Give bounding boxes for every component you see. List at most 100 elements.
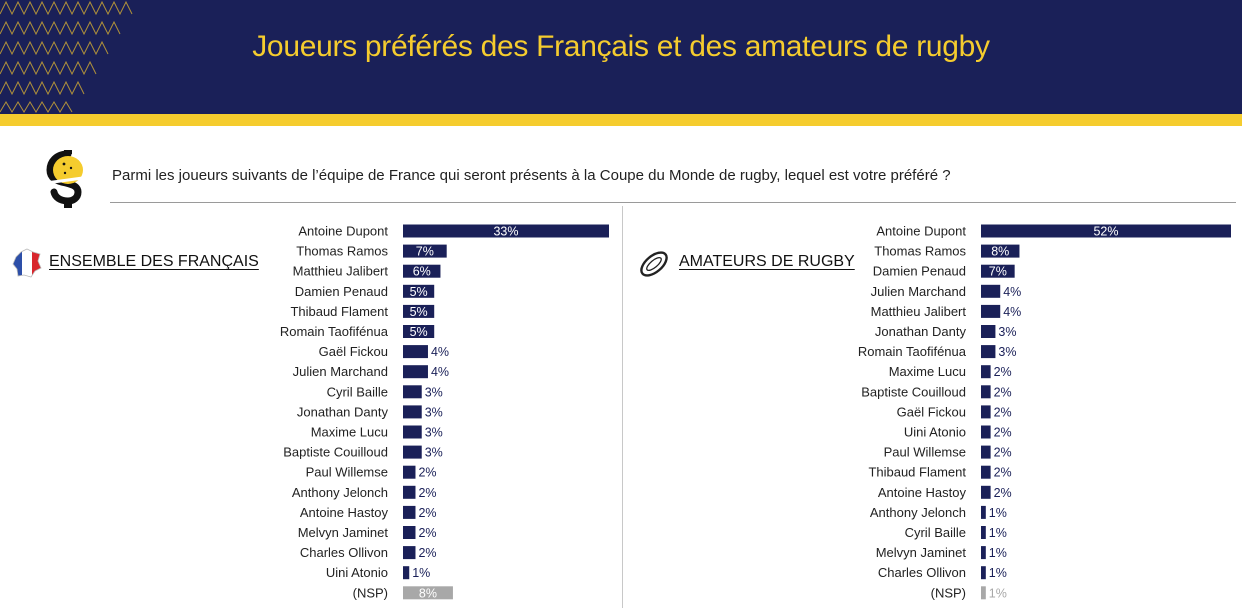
chevron-pattern-decoration: [0, 0, 133, 113]
ensemble-value-label: 2%: [418, 506, 436, 520]
ensemble-value-label: 3%: [425, 405, 443, 419]
ensemble-category-label: Antoine Dupont: [298, 224, 388, 239]
amateurs-category-label: Melvyn Jaminet: [876, 545, 967, 560]
amateurs-bar: [981, 405, 991, 419]
amateurs-bar: [981, 425, 991, 439]
amateurs-value-label: 2%: [994, 405, 1012, 419]
ensemble-category-label: Jonathan Danty: [297, 404, 389, 419]
amateurs-value-label: 4%: [1003, 285, 1021, 299]
rugby-ball-icon: [640, 251, 668, 277]
ensemble-category-label: Gaël Fickou: [319, 344, 388, 359]
ensemble-bar: [403, 365, 428, 379]
ensemble-value-label: 2%: [418, 526, 436, 540]
amateurs-bar: [981, 465, 991, 479]
ensemble-value-label: 5%: [410, 305, 428, 319]
amateurs-value-label: 2%: [994, 365, 1012, 379]
amateurs-value-label: 1%: [989, 586, 1007, 600]
ensemble-category-label: Damien Penaud: [295, 284, 388, 299]
ensemble-bar: [403, 465, 416, 479]
ensemble-category-label: Thibaud Flament: [290, 304, 388, 319]
amateurs-value-label: 2%: [994, 466, 1012, 480]
ensemble-category-label: Antoine Hastoy: [300, 505, 389, 520]
amateurs-bar: [981, 304, 1001, 318]
panel-label-ensemble: ENSEMBLE DES FRANÇAIS: [49, 253, 259, 270]
amateurs-bar: [981, 264, 1015, 278]
ensemble-bar: [403, 485, 416, 499]
amateurs-bar: [981, 526, 986, 539]
amateurs-bar: [981, 485, 991, 499]
amateurs-value-label: 1%: [989, 526, 1007, 540]
amateurs-category-label: Thomas Ramos: [874, 244, 966, 259]
panel-divider: [622, 206, 623, 608]
amateurs-bar: [981, 224, 1231, 238]
amateurs-value-label: 8%: [991, 245, 1009, 259]
question-divider: [110, 202, 1236, 203]
ensemble-value-label: 4%: [431, 365, 449, 379]
ensemble-category-label: Romain Taofifénua: [280, 324, 389, 339]
amateurs-category-label: Baptiste Couilloud: [861, 384, 966, 399]
ensemble-value-label: 2%: [418, 546, 436, 560]
amateurs-bar: [981, 325, 996, 338]
amateurs-bar: [981, 445, 991, 459]
amateurs-value-label: 2%: [994, 486, 1012, 500]
amateurs-value-label: 3%: [998, 345, 1016, 359]
ensemble-category-label: Cyril Baille: [327, 384, 388, 399]
amateurs-category-label: Romain Taofifénua: [858, 344, 967, 359]
ensemble-bar: [403, 586, 453, 600]
ensemble-bar: [403, 566, 410, 580]
ensemble-bar: [403, 385, 422, 399]
amateurs-bar: [981, 546, 986, 560]
amateurs-value-label: 7%: [989, 265, 1007, 279]
ensemble-bar: [403, 526, 416, 539]
ensemble-bar: [403, 325, 435, 338]
amateurs-value-label: 2%: [994, 446, 1012, 460]
amateurs-category-label: Damien Penaud: [873, 264, 966, 279]
ensemble-bar: [403, 425, 422, 439]
amateurs-bar: [981, 345, 996, 359]
ensemble-bar: [403, 264, 441, 278]
ensemble-value-label: 8%: [419, 586, 437, 600]
amateurs-value-label: 2%: [994, 385, 1012, 399]
amateurs-bar: [981, 244, 1020, 258]
header-banner: Joueurs préférés des Français et des ama…: [0, 0, 1242, 114]
amateurs-category-label: (NSP): [931, 585, 966, 600]
ensemble-value-label: 33%: [493, 225, 518, 239]
amateurs-bar: [981, 284, 1001, 298]
ensemble-category-label: Charles Ollivon: [300, 545, 388, 560]
amateurs-value-label: 1%: [989, 546, 1007, 560]
amateurs-category-label: Antoine Hastoy: [878, 485, 967, 500]
ensemble-value-label: 3%: [425, 385, 443, 399]
ensemble-category-label: (NSP): [353, 585, 388, 600]
amateurs-category-label: Charles Ollivon: [878, 565, 966, 580]
ensemble-value-label: 5%: [410, 325, 428, 339]
brand-logo-icon: [45, 150, 91, 208]
ensemble-value-label: 7%: [416, 245, 434, 259]
ensemble-bar: [403, 304, 435, 318]
amateurs-category-label: Thibaud Flament: [868, 465, 966, 480]
ensemble-bar: [403, 224, 609, 238]
yellow-accent-bar: [0, 114, 1242, 126]
survey-question: Parmi les joueurs suivants de l’équipe d…: [112, 167, 951, 184]
amateurs-bar: [981, 586, 986, 600]
amateurs-value-label: 1%: [989, 566, 1007, 580]
ensemble-category-label: Melvyn Jaminet: [298, 525, 389, 540]
amateurs-category-label: Cyril Baille: [905, 525, 966, 540]
amateurs-bar: [981, 566, 986, 580]
france-map-flag-icon: [12, 248, 42, 278]
amateurs-category-label: Julien Marchand: [871, 284, 966, 299]
ensemble-bar: [403, 405, 422, 419]
amateurs-category-label: Matthieu Jalibert: [871, 304, 967, 319]
panel-label-amateurs: AMATEURS DE RUGBY: [679, 253, 855, 270]
ensemble-category-label: Uini Atonio: [326, 565, 388, 580]
amateurs-category-label: Uini Atonio: [904, 425, 966, 440]
ensemble-value-label: 1%: [412, 566, 430, 580]
ensemble-category-label: Julien Marchand: [293, 364, 388, 379]
ensemble-value-label: 2%: [418, 466, 436, 480]
ensemble-value-label: 6%: [413, 265, 431, 279]
ensemble-bar: [403, 345, 428, 359]
amateurs-category-label: Anthony Jelonch: [870, 505, 966, 520]
amateurs-value-label: 4%: [1003, 305, 1021, 319]
amateurs-category-label: Paul Willemse: [884, 445, 966, 460]
ensemble-bar: [403, 445, 422, 459]
